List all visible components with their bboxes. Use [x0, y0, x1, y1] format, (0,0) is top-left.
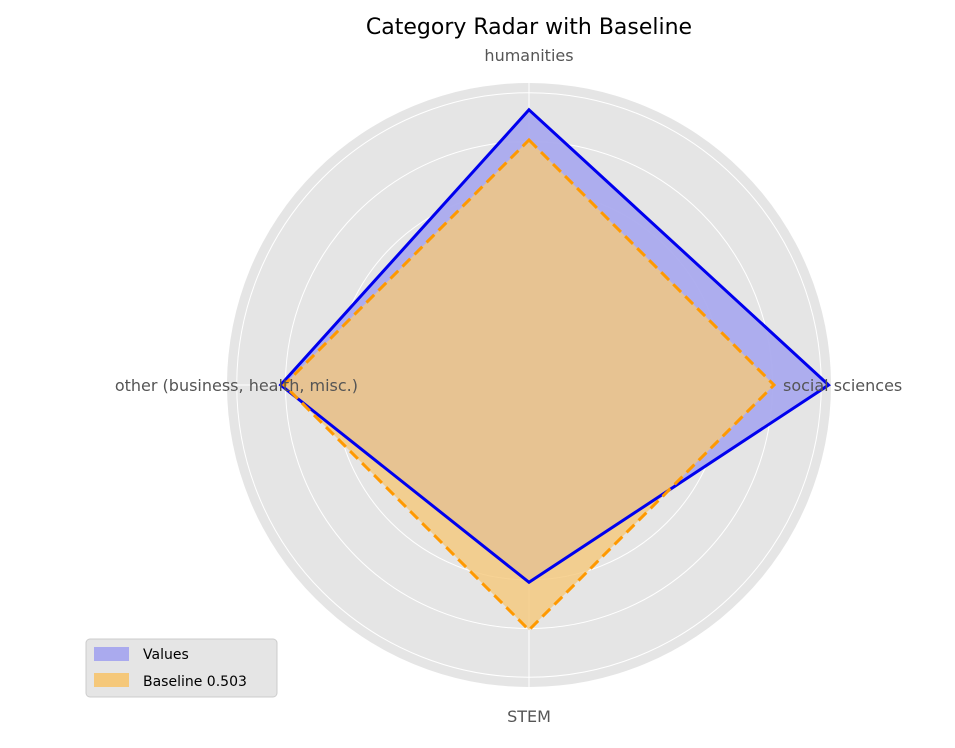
legend-label-baseline: Baseline 0.503 [143, 674, 247, 690]
axis-label-other: other (business, health, misc.) [115, 376, 358, 395]
axis-label-humanities: humanities [484, 46, 573, 65]
axis-label-social-sciences: social sciences [783, 376, 902, 395]
legend-box [85, 638, 278, 698]
legend-label-values: Values [143, 647, 189, 663]
legend: Values Baseline 0.503 [85, 638, 278, 698]
series-line-baseline [281, 137, 777, 633]
legend-swatch-baseline [94, 673, 129, 687]
chart-title: Category Radar with Baseline [366, 15, 692, 40]
axis-labels: humanities social sciences STEM other (b… [115, 46, 902, 726]
axis-label-stem: STEM [507, 707, 551, 726]
plot-area [227, 83, 832, 687]
series-layer [278, 107, 832, 633]
legend-swatch-values [94, 647, 129, 661]
